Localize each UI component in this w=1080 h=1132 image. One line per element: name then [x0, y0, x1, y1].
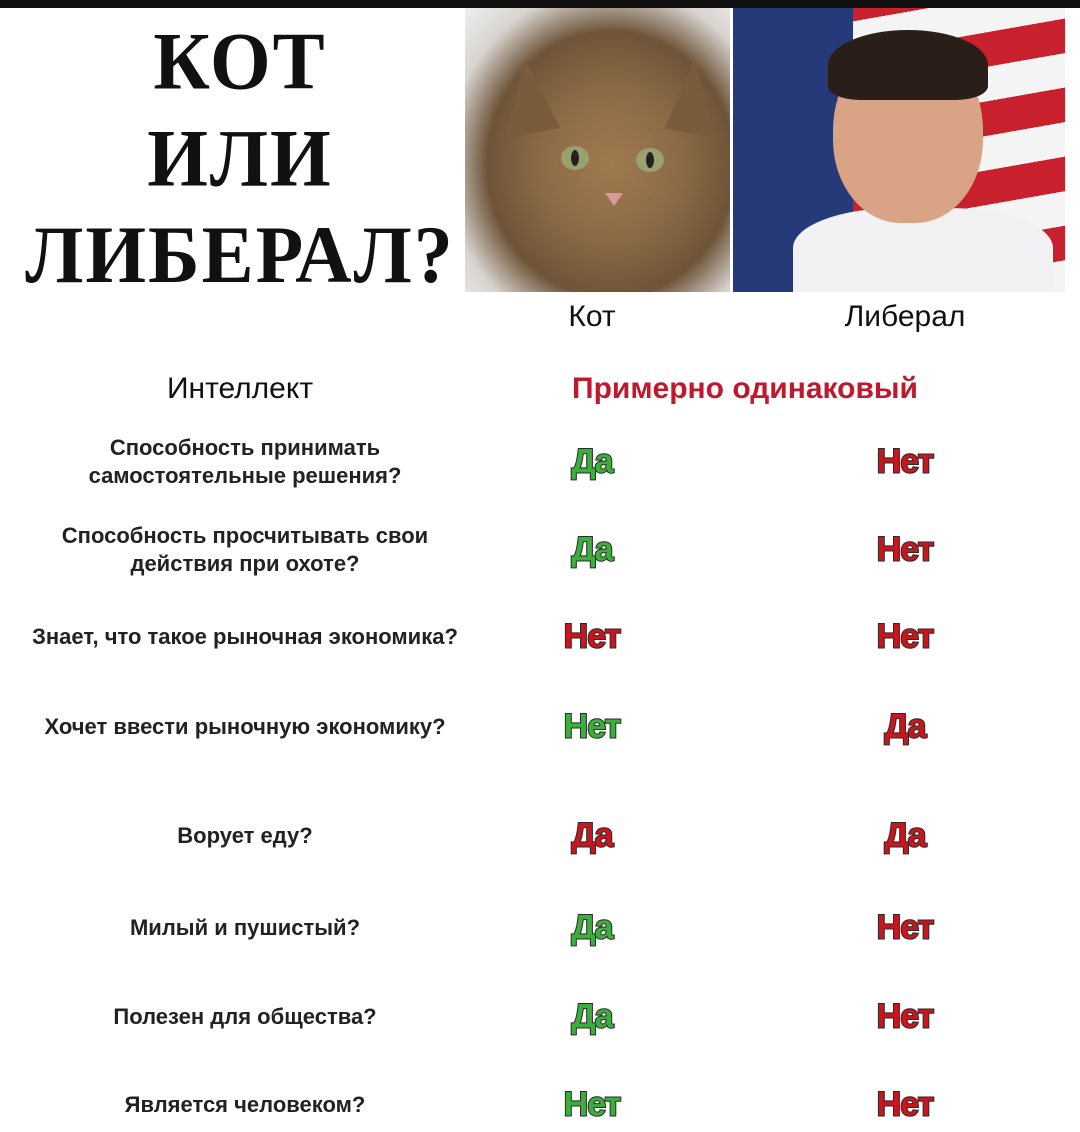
answer-liberal: Нет: [876, 1085, 936, 1125]
question: Хочет ввести рыночную экономику?: [44, 714, 446, 739]
answer-cat: Да: [570, 816, 614, 856]
question: Ворует еду?: [177, 823, 313, 848]
answer-cat: Нет: [563, 707, 623, 747]
column-label-cat: Кот: [568, 300, 616, 333]
liberal-photo: [733, 8, 1065, 292]
question: Способность просчитывать свои действия п…: [61, 523, 429, 576]
top-border: [0, 0, 1080, 8]
answer-liberal: Да: [883, 816, 927, 856]
question: Милый и пушистый?: [129, 915, 361, 940]
column-label-liberal: Либерал: [844, 300, 966, 333]
cat-photo: [465, 8, 730, 292]
question: Знает, что такое рыночная экономика?: [32, 624, 458, 649]
answer-liberal: Нет: [876, 908, 936, 948]
question: Полезен для общества?: [113, 1004, 377, 1029]
answer-liberal: Нет: [876, 997, 936, 1037]
title-line: ИЛИ: [147, 111, 333, 204]
answer-cat: Да: [570, 530, 614, 570]
title-line: ЛИБЕРАЛ?: [25, 208, 455, 300]
question: Способность принимать самостоятельные ре…: [88, 435, 402, 488]
answer-liberal: Нет: [876, 617, 936, 657]
title-line: КОТ: [153, 15, 327, 107]
question: Является человеком?: [124, 1092, 366, 1117]
answer-cat: Да: [570, 908, 614, 948]
answer-liberal: Нет: [876, 530, 936, 570]
answer-cat: Нет: [563, 617, 623, 657]
answer-liberal: Да: [883, 707, 927, 747]
hair: [828, 30, 988, 100]
answer-cat: Да: [570, 997, 614, 1037]
intellect-value: Примерно одинаковый: [572, 372, 918, 405]
title: КОТ ИЛИ ЛИБЕРАЛ?: [20, 13, 460, 303]
answer-cat: Нет: [563, 1085, 623, 1125]
answer-cat: Да: [570, 442, 614, 482]
intellect-label: Интеллект: [166, 372, 314, 405]
cat-face-icon: [505, 58, 715, 206]
answer-liberal: Нет: [876, 442, 936, 482]
